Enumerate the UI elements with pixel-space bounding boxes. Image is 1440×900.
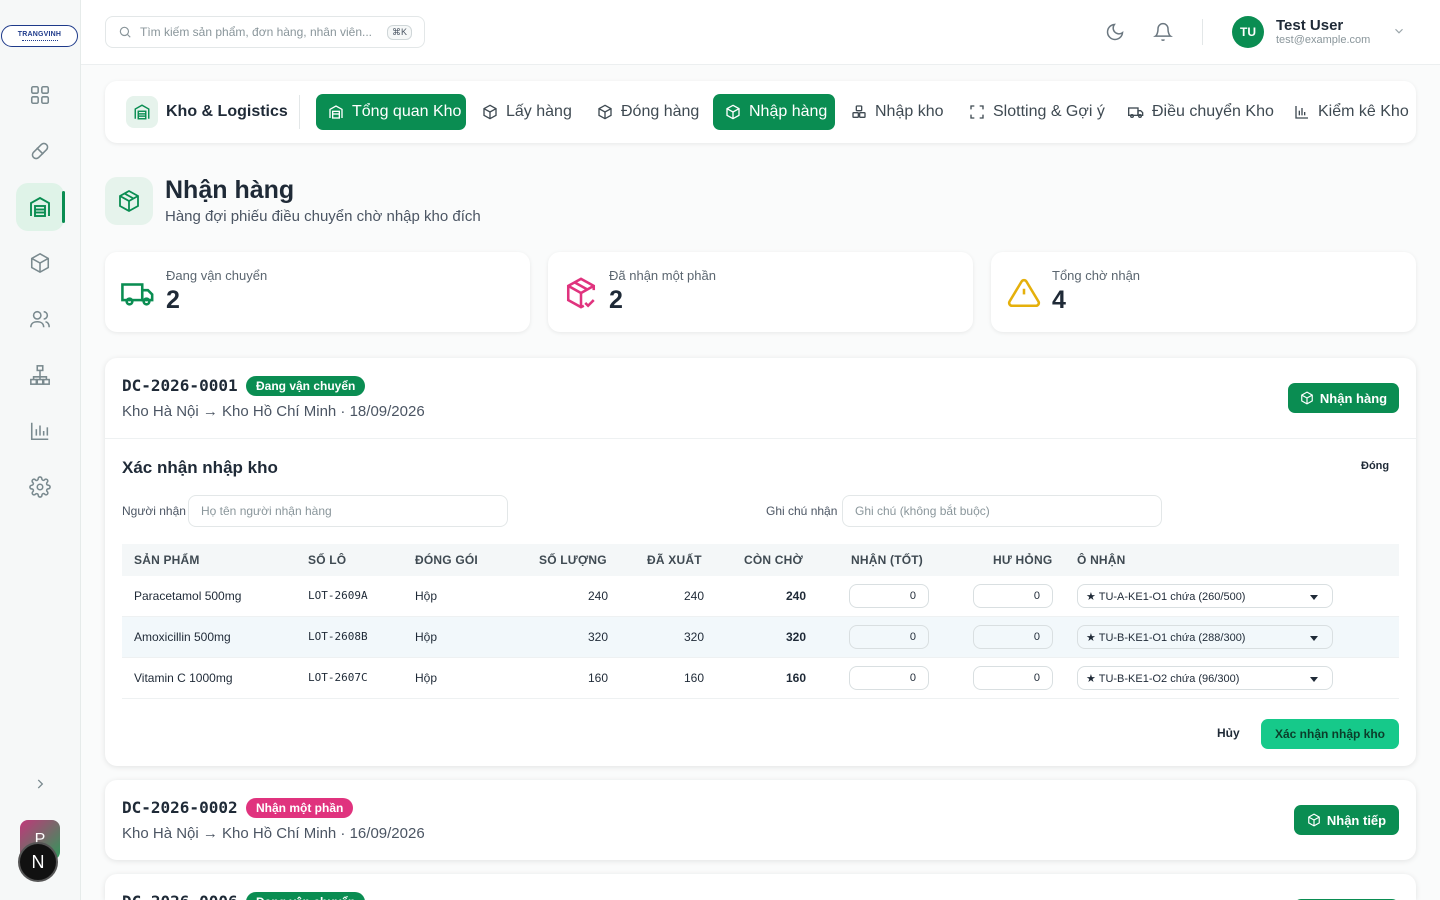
transfer-code: DC-2026-0001 <box>122 376 238 395</box>
nav-dashboard-icon[interactable] <box>16 71 64 119</box>
receive-button[interactable]: Nhận hàng <box>1288 383 1399 413</box>
transfer-code: DC-2026-0002 <box>122 798 238 817</box>
cancel-button[interactable]: Hủy <box>1217 726 1240 740</box>
search-icon <box>118 25 132 39</box>
table-row: Paracetamol 500mg LOT-2609A Hộp 240 240 … <box>122 576 1399 617</box>
user-name: Test User <box>1276 17 1343 34</box>
user-email: test@example.com <box>1276 34 1370 46</box>
stat-value: 2 <box>166 286 180 315</box>
next-dev-indicator[interactable]: N <box>18 842 58 882</box>
nav-org-chart-icon[interactable] <box>16 351 64 399</box>
transfer-card: DC-2026-0001 Đang vận chuyển Kho Hà Nội … <box>105 358 1416 766</box>
damaged-qty-input[interactable]: 0 <box>973 584 1053 608</box>
search-placeholder: Tìm kiếm sản phẩm, đơn hàng, nhân viên..… <box>140 25 387 39</box>
package-icon <box>597 104 613 120</box>
package-icon <box>725 104 741 120</box>
transfer-route: Kho Hà Nội → Kho Hồ Chí Minh · 16/09/202… <box>122 825 425 842</box>
search-shortcut-badge: ⌘K <box>387 25 412 40</box>
good-qty-input[interactable]: 0 <box>849 625 929 649</box>
truck-icon <box>121 276 155 310</box>
warehouse-icon <box>328 104 344 120</box>
brand-logo-text: TRANGVINH <box>18 31 61 39</box>
scan-frame-icon <box>969 104 985 120</box>
stat-label: Tổng chờ nhận <box>1052 268 1140 283</box>
tab-receiving[interactable]: Nhập hàng <box>713 94 835 130</box>
bar-chart-icon <box>1294 104 1310 120</box>
brand-logo[interactable]: TRANGVINH <box>1 25 78 47</box>
boxes-icon <box>851 104 867 120</box>
module-title: Kho & Logistics <box>166 103 288 121</box>
note-label: Ghi chú nhận <box>766 504 837 518</box>
status-badge: Đang vận chuyển <box>246 376 365 396</box>
receiver-label: Người nhận <box>122 504 186 518</box>
nav-chart-icon[interactable] <box>16 407 64 455</box>
stat-card-total-pending: Tổng chờ nhận 4 <box>991 252 1416 332</box>
package-icon <box>482 104 498 120</box>
warning-triangle-icon <box>1007 276 1041 310</box>
user-menu-chevron-down-icon[interactable] <box>1392 24 1406 38</box>
close-form-button[interactable]: Đóng <box>1361 460 1389 472</box>
transfer-card: DC-2026-0006 Đang vận chuyển <box>105 874 1416 900</box>
nav-settings-icon[interactable] <box>16 463 64 511</box>
slot-select[interactable]: ★ TU-B-KE1-O2 chứa (96/300) <box>1077 666 1333 690</box>
truck-icon <box>1128 104 1144 120</box>
package-check-icon <box>564 276 598 310</box>
receiver-name-input[interactable]: Họ tên người nhận hàng <box>188 495 508 527</box>
confirm-receive-button[interactable]: Xác nhận nhập kho <box>1261 719 1399 749</box>
receive-form-title: Xác nhận nhập kho <box>122 458 278 478</box>
tab-slotting[interactable]: Slotting & Gợi ý <box>957 94 1105 130</box>
warehouse-tab-bar: Kho & Logistics Tổng quan Kho Lấy hàng Đ… <box>105 81 1416 143</box>
search-input[interactable]: Tìm kiếm sản phẩm, đơn hàng, nhân viên..… <box>105 16 425 48</box>
page-title: Nhận hàng <box>165 176 294 205</box>
tab-putaway[interactable]: Nhập kho <box>839 94 944 130</box>
good-qty-input[interactable]: 0 <box>849 666 929 690</box>
tab-stocktake[interactable]: Kiểm kê Kho <box>1282 94 1409 130</box>
status-badge: Nhận một phần <box>246 798 353 818</box>
chevron-down-icon <box>1310 636 1318 641</box>
table-row: Amoxicillin 500mg LOT-2608B Hộp 320 320 … <box>122 617 1399 658</box>
nav-warehouse-icon[interactable] <box>16 183 64 231</box>
tab-warehouse-overview[interactable]: Tổng quan Kho <box>316 94 466 130</box>
status-badge: Đang vận chuyển <box>246 892 365 900</box>
warehouse-icon <box>126 96 158 128</box>
damaged-qty-input[interactable]: 0 <box>973 625 1053 649</box>
sidebar: TRANGVINH P N <box>0 0 81 900</box>
table-header: SẢN PHẨM SỐ LÔ ĐÓNG GÓI SỐ LƯỢNG ĐÃ XUẤT… <box>122 544 1399 576</box>
stat-card-partially-received: Đã nhận một phần 2 <box>548 252 973 332</box>
receive-note-input[interactable]: Ghi chú (không bắt buộc) <box>842 495 1162 527</box>
stat-label: Đã nhận một phần <box>609 268 716 283</box>
transfer-card: DC-2026-0002 Nhận một phần Kho Hà Nội → … <box>105 780 1416 860</box>
good-qty-input[interactable]: 0 <box>849 584 929 608</box>
continue-receive-button[interactable]: Nhận tiếp <box>1294 805 1399 835</box>
stat-card-in-transit: Đang vận chuyển 2 <box>105 252 530 332</box>
notification-bell-icon[interactable] <box>1151 20 1175 44</box>
transfer-route: Kho Hà Nội → Kho Hồ Chí Minh · 18/09/202… <box>122 403 425 420</box>
nav-users-icon[interactable] <box>16 295 64 343</box>
stat-value: 4 <box>1052 286 1066 315</box>
stat-value: 2 <box>609 286 623 315</box>
chevron-down-icon <box>1310 677 1318 682</box>
table-row: Vitamin C 1000mg LOT-2607C Hộp 160 160 1… <box>122 658 1399 699</box>
package-icon <box>1300 391 1314 405</box>
user-avatar[interactable]: TU <box>1232 16 1264 48</box>
damaged-qty-input[interactable]: 0 <box>973 666 1053 690</box>
slot-select[interactable]: ★ TU-A-KE1-O1 chứa (260/500) <box>1077 584 1333 608</box>
sidebar-expand-chevron-icon[interactable] <box>28 772 52 796</box>
package-icon <box>1307 813 1321 827</box>
transfer-code: DC-2026-0006 <box>122 892 238 900</box>
nav-package-icon[interactable] <box>16 239 64 287</box>
stat-label: Đang vận chuyển <box>166 268 267 283</box>
nav-pill-icon[interactable] <box>16 127 64 175</box>
tab-packing[interactable]: Đóng hàng <box>585 94 699 130</box>
slot-select[interactable]: ★ TU-B-KE1-O1 chứa (288/300) <box>1077 625 1333 649</box>
dark-mode-moon-icon[interactable] <box>1103 20 1127 44</box>
page-package-icon <box>105 177 153 225</box>
tab-picking[interactable]: Lấy hàng <box>470 94 572 130</box>
top-bar: Tìm kiếm sản phẩm, đơn hàng, nhân viên..… <box>81 0 1440 65</box>
tab-transfer[interactable]: Điều chuyển Kho <box>1116 94 1274 130</box>
chevron-down-icon <box>1310 595 1318 600</box>
page-subtitle: Hàng đợi phiếu điều chuyển chờ nhập kho … <box>165 208 481 225</box>
